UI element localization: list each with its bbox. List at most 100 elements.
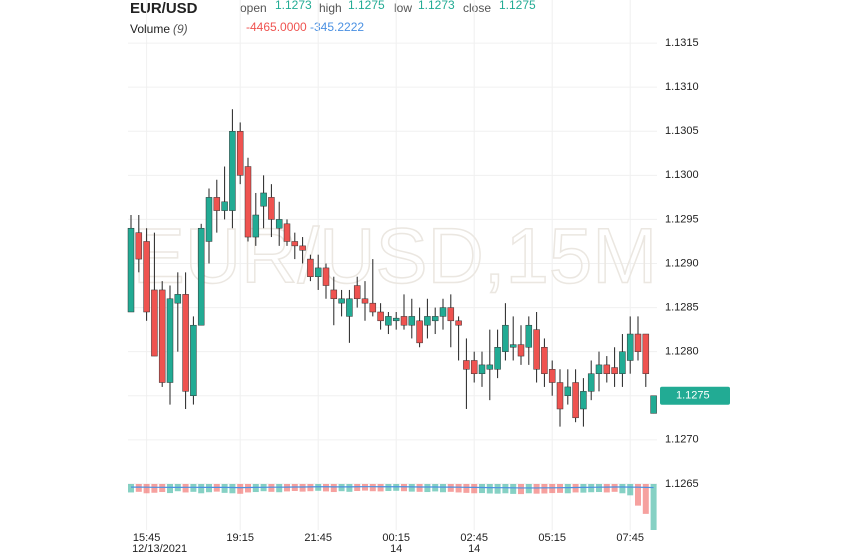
- candle-body: [260, 192, 267, 207]
- candle-body: [455, 320, 462, 326]
- x-tick-label: 02:45: [460, 532, 488, 544]
- candle-body: [424, 316, 431, 326]
- candle-body: [353, 285, 361, 300]
- x-tick-sublabel: 12/13/2021: [132, 543, 187, 555]
- volume-ma-value: -345.2222: [310, 20, 364, 34]
- volume-bar: [221, 484, 228, 493]
- volume-bar: [393, 484, 400, 491]
- candle-body: [502, 324, 509, 352]
- candle-body: [541, 347, 548, 374]
- candle-body: [494, 347, 501, 370]
- y-tick-label: 1.1270: [665, 434, 699, 446]
- volume-bar: [323, 484, 329, 492]
- candle-body: [486, 364, 494, 370]
- candle-body: [158, 289, 166, 383]
- y-tick-label: 1.1290: [665, 257, 699, 269]
- volume-bar: [268, 484, 275, 492]
- volume-bar: [432, 484, 439, 492]
- candle-body: [291, 241, 299, 247]
- price-tag-label: 1.1275: [676, 390, 710, 402]
- volume-bar: [190, 484, 197, 492]
- candle-body: [182, 294, 189, 392]
- high-value: 1.1275: [348, 0, 385, 12]
- y-tick-label: 1.1310: [665, 81, 699, 93]
- volume-bar: [135, 484, 142, 492]
- volume-bar: [377, 484, 384, 492]
- volume-bar: [182, 484, 189, 493]
- volume-bar: [198, 484, 205, 494]
- candle-body: [268, 197, 275, 220]
- volume-bar: [362, 484, 368, 491]
- candle-body: [151, 289, 158, 357]
- y-tick-label: 1.1315: [665, 37, 699, 49]
- candle-body: [322, 267, 330, 286]
- volume-bar: [596, 484, 602, 493]
- open-value: 1.1273: [275, 0, 312, 12]
- volume-bar: [541, 484, 548, 494]
- volume-bar: [307, 484, 314, 492]
- y-tick-label: 1.1265: [665, 478, 699, 490]
- candle-body: [330, 289, 338, 300]
- volume-bar: [276, 484, 283, 493]
- volume-bar: [650, 484, 657, 530]
- y-tick-label: 1.1295: [665, 213, 699, 225]
- candle-body: [533, 329, 540, 370]
- volume-bar: [151, 484, 158, 493]
- candle-body: [556, 382, 564, 410]
- volume-period: (9): [173, 22, 188, 36]
- close-value: 1.1275: [499, 0, 536, 12]
- volume-bar: [401, 484, 407, 492]
- candle-body: [642, 333, 650, 374]
- candle-body: [587, 373, 595, 392]
- candle-body: [197, 227, 205, 326]
- candle-body: [509, 344, 517, 348]
- y-tick-label: 1.1305: [665, 125, 699, 137]
- volume-bar: [549, 484, 556, 494]
- candle-body: [361, 298, 369, 304]
- close-label: close: [463, 1, 491, 15]
- volume-bar: [143, 484, 150, 494]
- volume-bar: [354, 484, 361, 492]
- x-tick-label: 19:15: [226, 532, 254, 544]
- volume-bar: [494, 484, 501, 494]
- y-tick-label: 1.1280: [665, 346, 699, 358]
- candle-body: [408, 316, 416, 326]
- volume-bar: [385, 484, 392, 492]
- price-tag: [660, 386, 730, 405]
- volume-bar: [315, 484, 322, 491]
- x-tick-sublabel: 14: [468, 543, 480, 555]
- volume-bar: [486, 484, 493, 494]
- candle-body: [478, 364, 486, 374]
- volume-bar: [447, 484, 454, 492]
- volume-bar: [159, 484, 166, 493]
- candle-body: [564, 386, 572, 396]
- volume-bar: [564, 484, 571, 494]
- candle-body: [213, 197, 221, 211]
- volume-bar: [642, 484, 649, 514]
- candle-body: [307, 258, 314, 277]
- candle-body: [385, 316, 392, 326]
- low-label: low: [394, 1, 412, 15]
- candle-body: [463, 360, 470, 370]
- candle-body: [580, 391, 587, 410]
- candle-body: [439, 307, 447, 317]
- candle-body: [377, 311, 384, 322]
- volume-bar: [369, 484, 376, 492]
- volume-bar: [424, 484, 431, 493]
- candle-body: [299, 245, 306, 251]
- volume-bar: [580, 484, 587, 493]
- x-tick-label: 07:45: [616, 532, 644, 544]
- x-tick-sublabel: 14: [390, 543, 402, 555]
- candle-body: [431, 316, 439, 322]
- volume-bar: [510, 484, 517, 494]
- candle-body: [236, 131, 244, 176]
- candle-body: [416, 320, 423, 344]
- candle-body: [174, 294, 182, 304]
- candle-body: [595, 364, 603, 374]
- candle-body: [229, 131, 236, 211]
- volume-bar: [167, 484, 173, 494]
- volume-bar: [252, 484, 259, 493]
- volume-bar: [603, 484, 610, 493]
- high-label: high: [319, 1, 342, 15]
